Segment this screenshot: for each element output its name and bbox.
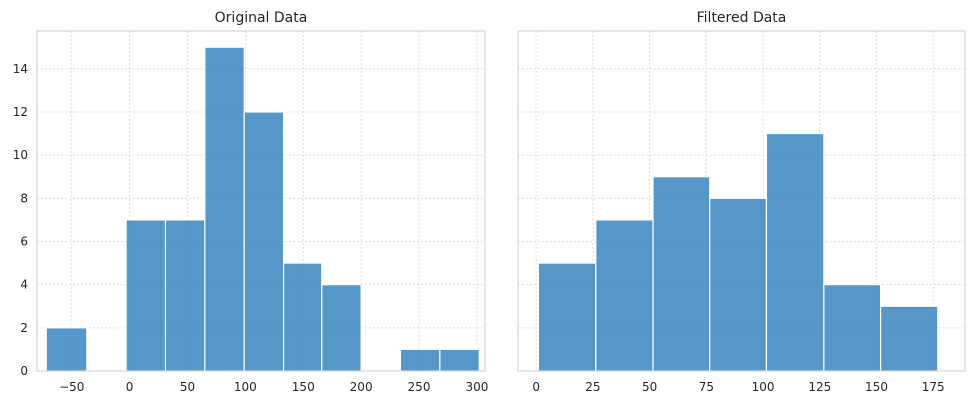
y-tick-label: 14	[13, 62, 28, 76]
y-tick-label: 8	[20, 191, 28, 205]
x-tick-label: 125	[808, 380, 831, 394]
panel-2: 0 25 50 75 100 125 150 175 Filtered Data	[517, 10, 966, 394]
x-tick-label: 0	[532, 380, 540, 394]
histogram-bar	[399, 348, 441, 372]
x-tick-label: 75	[699, 380, 714, 394]
y-tick-label: 6	[20, 234, 28, 248]
x-tick-label: 100	[234, 380, 257, 394]
plot-frame	[36, 30, 486, 372]
y-tick-label: 0	[20, 364, 28, 378]
x-tick-label: 0	[126, 380, 134, 394]
x-tick-label: 175	[922, 380, 945, 394]
histogram-bar	[282, 262, 323, 372]
x-tick-label: 200	[350, 380, 373, 394]
histogram-bar	[595, 219, 654, 372]
histogram-bar	[439, 348, 480, 372]
histogram-bar	[537, 262, 597, 372]
histogram-bar	[125, 219, 167, 372]
x-tick-label: 150	[292, 380, 315, 394]
histogram-bar	[765, 132, 825, 372]
y-tick-label: 12	[13, 105, 28, 119]
histogram-bar	[709, 197, 768, 372]
x-tick-label: 150	[865, 380, 888, 394]
panel-1: −50 0 50 100 150 200 250 300 0 2 4 6 8 10 12 14 Original…	[13, 10, 489, 394]
histogram-bar	[879, 305, 939, 372]
histogram-bar	[45, 327, 88, 372]
y-tick-label: 4	[20, 278, 28, 292]
histogram-bar	[652, 176, 711, 372]
y-tick-label: 2	[20, 321, 28, 335]
histogram-bar	[243, 111, 285, 372]
chart-title: Filtered Data	[697, 10, 787, 26]
histogram-bar	[204, 46, 245, 372]
y-tick-label: 10	[13, 148, 28, 162]
histogram-bar	[823, 284, 882, 372]
x-tick-label: 100	[752, 380, 775, 394]
x-tick-label: 250	[408, 380, 431, 394]
x-tick-label: 50	[642, 380, 657, 394]
x-tick-label: −50	[59, 380, 84, 394]
x-tick-label: 300	[465, 380, 488, 394]
plot-frame	[517, 30, 966, 372]
x-tick-label: 25	[585, 380, 600, 394]
histogram-bar	[321, 284, 362, 372]
x-tick-label: 50	[180, 380, 195, 394]
histogram-bar	[164, 219, 206, 372]
chart-title: Original Data	[215, 10, 308, 26]
